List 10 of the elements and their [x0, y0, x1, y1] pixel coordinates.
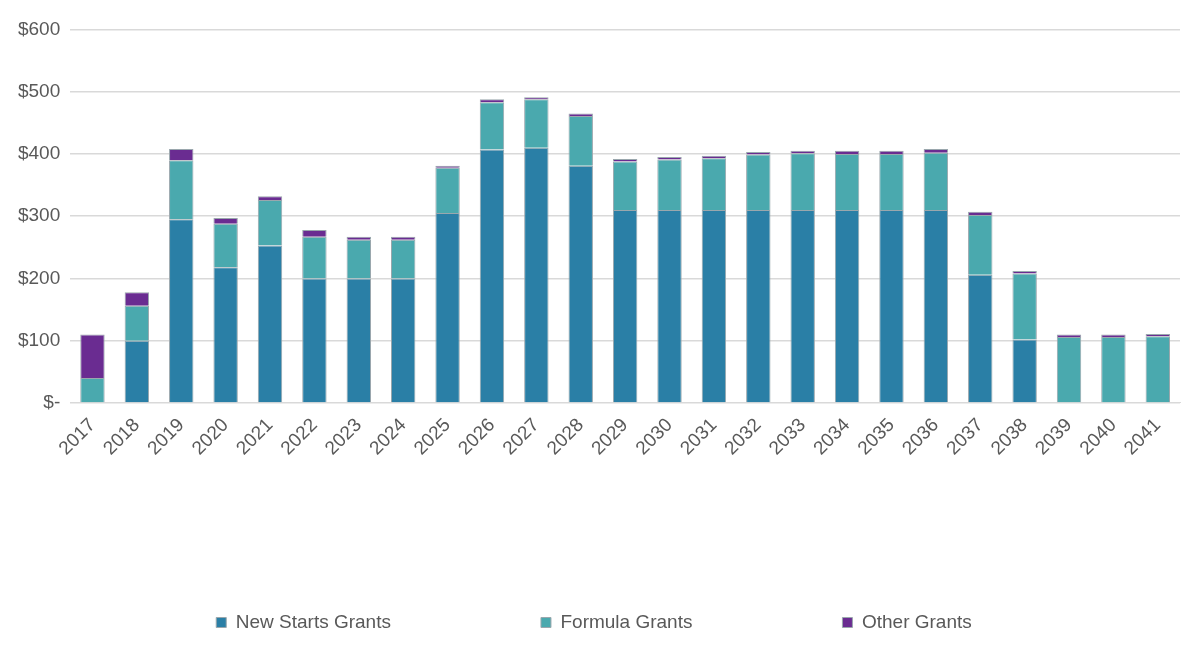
- y-tick-label: $200: [17, 266, 61, 288]
- legend-label: Other Grants: [861, 610, 972, 632]
- y-tick-label: $400: [17, 142, 61, 164]
- y-tick-label: $100: [17, 328, 61, 350]
- legend-label: New Starts Grants: [235, 610, 391, 632]
- legend-label: Formula Grants: [560, 610, 693, 632]
- y-tick-label: $600: [17, 17, 61, 39]
- y-tick-label: $-: [43, 391, 61, 413]
- y-tick-label: $500: [17, 79, 61, 101]
- y-tick-label: $300: [17, 204, 61, 226]
